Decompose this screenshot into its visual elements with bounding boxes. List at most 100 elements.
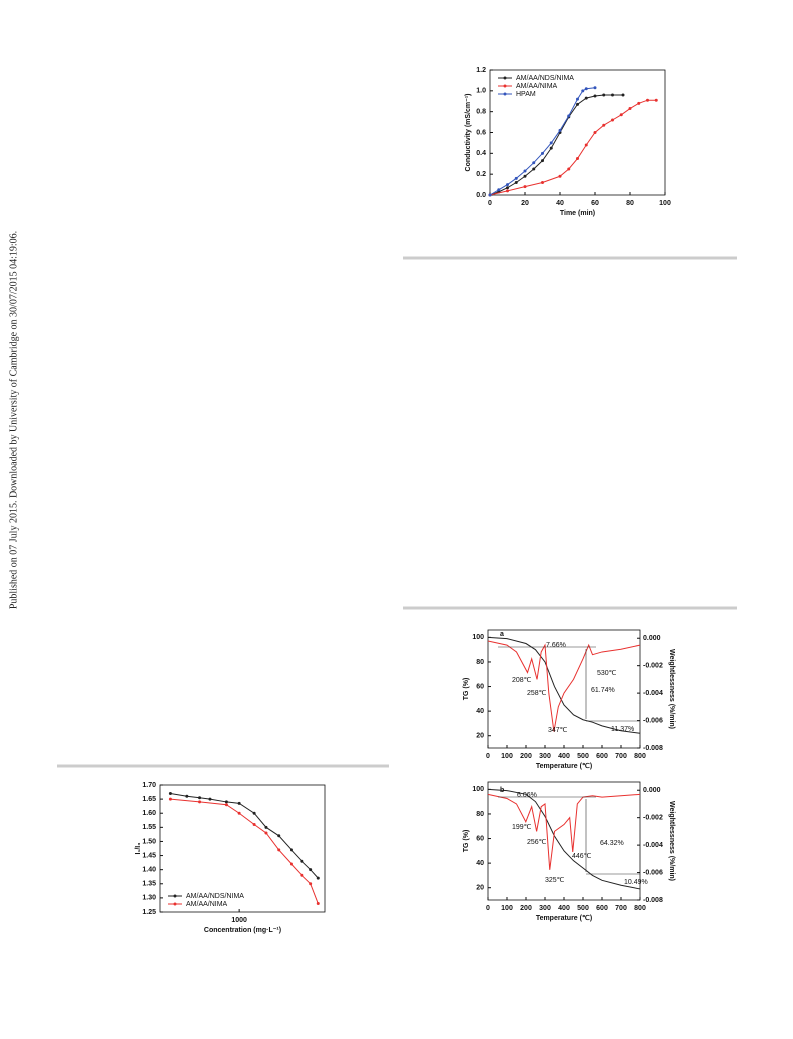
point (523, 185, 527, 189)
legend-marker (503, 84, 507, 88)
y-tick-label: 1.55 (142, 824, 156, 831)
x-tick-label: 200 (520, 753, 532, 760)
point (602, 93, 606, 97)
annotation: 208℃ (512, 677, 532, 684)
y-tick-label: 1.70 (142, 782, 156, 789)
y-tick-label: 0.8 (476, 109, 486, 116)
x-tick-label: 80 (626, 200, 634, 207)
x-tick-label: 40 (556, 200, 564, 207)
y2-tick-label: -0.004 (643, 842, 663, 849)
point (549, 141, 553, 145)
point (584, 143, 588, 147)
point (224, 803, 228, 807)
x-tick-label: 0 (486, 905, 490, 912)
point (541, 181, 544, 184)
y2-tick-label: -0.006 (643, 717, 663, 724)
x-tick-label: 800 (634, 905, 646, 912)
point (168, 791, 172, 795)
annotation: 325℃ (545, 877, 565, 884)
point (602, 123, 606, 127)
point (506, 189, 509, 193)
x-tick-label: 400 (558, 905, 570, 912)
series-line (487, 788, 641, 890)
y-tick-label: 1.60 (142, 810, 156, 817)
y2-tick-label: -0.004 (643, 690, 663, 697)
annotation: 199℃ (512, 824, 532, 831)
point (277, 834, 281, 838)
series-line (489, 87, 596, 196)
point (523, 174, 527, 178)
x-axis-label: Temperature (℃) (536, 914, 592, 922)
annotation: 446℃ (572, 853, 592, 860)
point (309, 868, 313, 872)
y-tick-label: 0.0 (476, 192, 486, 199)
x-tick-label: 700 (615, 905, 627, 912)
y-tick-label: 1.65 (142, 796, 156, 803)
y-tick-label: 80 (476, 659, 484, 666)
point (506, 186, 509, 190)
x-tick-label: 600 (596, 905, 608, 912)
y2-axis-label: Weightlessness (%/min) (668, 649, 675, 729)
point (252, 823, 256, 827)
point (523, 169, 527, 173)
y-tick-label: 80 (476, 811, 484, 818)
y-tick-label: 0.2 (476, 171, 486, 178)
point (576, 97, 579, 101)
point (488, 193, 492, 197)
legend-label: AM/AA/NDS/NIMA (186, 893, 244, 900)
y-axis-label: TG (%) (463, 678, 470, 701)
annotation: b (500, 787, 504, 794)
point (264, 831, 268, 835)
point (532, 161, 536, 165)
y-tick-label: 40 (476, 860, 484, 867)
legend-label: AM/AA/NIMA (186, 901, 228, 908)
y-tick-label: 0.6 (476, 129, 486, 136)
y2-axis-label: Weightlessness (%/min) (668, 801, 675, 881)
point (316, 902, 320, 906)
y-tick-label: 1.30 (142, 895, 156, 902)
legend-marker (503, 92, 507, 96)
point (300, 873, 304, 877)
annotation: 10.49% (624, 879, 648, 886)
series-line (489, 94, 623, 196)
x-tick-label: 100 (501, 905, 513, 912)
legend-marker (503, 76, 507, 80)
point (289, 862, 293, 866)
x-axis-label: Temperature (℃) (536, 762, 592, 770)
point (198, 796, 202, 800)
y2-tick-label: -0.002 (643, 663, 663, 670)
point (567, 114, 571, 118)
annotation: 61.74% (591, 687, 615, 694)
point (185, 794, 189, 798)
y2-tick-label: -0.008 (643, 745, 663, 752)
y-tick-label: 100 (472, 634, 484, 641)
point (514, 176, 518, 180)
annotation: 64.32% (600, 840, 624, 847)
series-line (170, 798, 319, 904)
annotation: 347℃ (548, 727, 568, 734)
annotation: 530℃ (597, 670, 617, 677)
x-axis-label: Concentration (mg·L⁻¹) (204, 927, 281, 934)
y2-tick-label: 0.000 (643, 635, 661, 642)
point (316, 876, 320, 880)
y-tick-label: 1.0 (476, 88, 486, 95)
legend-label: HPAM (516, 91, 536, 98)
point (532, 167, 536, 171)
point (289, 848, 293, 852)
point (621, 93, 625, 97)
y-axis-label: I₁/I₃ (135, 843, 142, 855)
point (567, 167, 571, 171)
y2-tick-label: -0.006 (643, 869, 663, 876)
annotation: 11.37% (611, 726, 634, 733)
x-tick-label: 1000 (231, 917, 247, 924)
x-tick-label: 500 (577, 753, 589, 760)
annotation: a (500, 631, 504, 638)
point (506, 183, 509, 187)
point (264, 825, 268, 829)
point (593, 94, 597, 98)
y-tick-label: 1.2 (476, 67, 486, 74)
point (628, 107, 632, 111)
series-line (487, 793, 641, 870)
point (514, 181, 518, 184)
